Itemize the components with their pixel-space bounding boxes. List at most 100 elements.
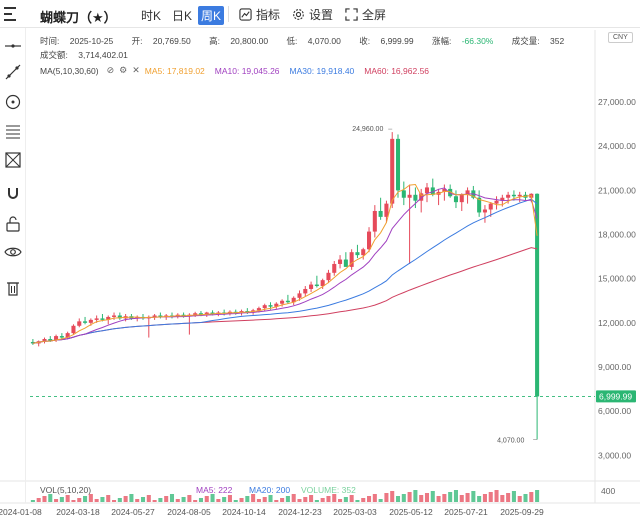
ma60-line: [32, 247, 538, 344]
volume-bar: [227, 495, 232, 502]
volume-label: VOL(5,10,20): [40, 485, 91, 495]
tab-week-k[interactable]: 周K: [198, 6, 225, 25]
magnet-tool[interactable]: [3, 184, 23, 204]
date-tick-label: 2025-09-29: [500, 507, 544, 517]
trend-line-tool[interactable]: [3, 62, 23, 82]
volume-bar: [193, 500, 198, 502]
volume-bar: [239, 498, 244, 502]
volume-bar: [314, 500, 319, 502]
fibonacci-tool[interactable]: [3, 122, 23, 142]
volume-bar: [477, 496, 482, 502]
volume-bar: [77, 498, 82, 502]
rectangle-tool[interactable]: [3, 150, 23, 170]
candle-body: [326, 272, 331, 281]
candle-body: [152, 315, 157, 317]
candle-body: [77, 321, 82, 326]
close-icon[interactable]: ✕: [132, 65, 140, 75]
volume-bar: [384, 493, 389, 502]
candle-body: [367, 231, 372, 250]
ma-label: MA(5,10,30,60): [40, 65, 99, 76]
volume-bar: [65, 495, 70, 502]
volume-bar: [233, 500, 238, 502]
horizontal-line-icon: [5, 44, 21, 48]
volume-bar: [146, 495, 151, 502]
price-tick-label: 12,000.00: [598, 318, 636, 328]
candle-body: [488, 203, 493, 210]
indicator-icon: [239, 8, 252, 21]
volume-bar: [83, 496, 88, 502]
volume-bar: [262, 497, 267, 502]
volume-bar: [291, 494, 296, 502]
volume-bar: [367, 496, 372, 502]
date-tick-label: 2025-05-12: [389, 507, 433, 517]
page-title: 蝴蝶刀（★）: [40, 10, 117, 25]
candle-body: [511, 194, 516, 197]
candle-body: [135, 316, 140, 319]
volume-bar: [413, 490, 418, 502]
volume-bar: [297, 499, 302, 502]
candle-body: [210, 312, 215, 314]
horizontal-line-tool[interactable]: [3, 36, 23, 56]
candle-body: [419, 193, 424, 201]
currency-button[interactable]: CNY: [608, 32, 633, 43]
visibility-tool[interactable]: [3, 242, 23, 262]
date-tick-label: 2024-03-18: [56, 507, 100, 517]
candle-body: [158, 315, 163, 317]
volume-bar: [372, 494, 377, 502]
open-label: 开:: [131, 36, 143, 46]
indicator-label: 指标: [256, 8, 281, 22]
ma60-value: MA60: 16,962.56: [364, 65, 430, 76]
date-tick-label: 2024-12-23: [278, 507, 322, 517]
candle-body: [65, 333, 70, 338]
settings-button[interactable]: 设置: [292, 6, 333, 23]
candle-body: [204, 312, 209, 315]
drawing-toolbar: [0, 28, 26, 503]
volume-bar: [303, 497, 308, 502]
fullscreen-button[interactable]: 全屏: [345, 6, 386, 23]
circle-tool[interactable]: [3, 92, 23, 112]
volume-bar: [42, 496, 47, 502]
volume-bar: [88, 494, 93, 502]
delete-tool[interactable]: [3, 278, 23, 298]
gear-icon[interactable]: ⚙: [119, 65, 128, 75]
volume-bar: [459, 495, 464, 502]
volume-bar: [320, 498, 325, 502]
candle-body: [355, 252, 360, 256]
time-value: 2025-10-25: [69, 36, 114, 46]
menu-icon[interactable]: [4, 7, 18, 21]
volume-bar: [471, 491, 476, 502]
candle-body: [71, 325, 76, 334]
volume-bar: [181, 497, 186, 502]
volume-ma5-label: MA5: 222: [196, 485, 233, 495]
candle-body: [343, 259, 348, 267]
tab-day-k[interactable]: 日K: [172, 9, 193, 23]
eye-off-icon[interactable]: ⊘: [106, 65, 115, 75]
lock-tool[interactable]: [3, 214, 23, 234]
volume-bar: [152, 500, 157, 502]
price-tick-label: 27,000.00: [598, 97, 636, 107]
volume-bar: [494, 490, 499, 502]
indicator-button[interactable]: 指标: [239, 6, 280, 23]
candle-body: [198, 313, 203, 315]
volume-bar: [343, 497, 348, 502]
volume-bar: [198, 498, 203, 502]
volume-bar: [100, 497, 105, 502]
volume-bar: [222, 497, 227, 502]
trend-line-icon: [5, 64, 21, 80]
candle-body: [30, 341, 35, 344]
low-annotation: 4,070.00: [497, 438, 524, 445]
volume-bar: [488, 492, 493, 502]
price-tick-label: 9,000.00: [598, 362, 631, 372]
tab-hour-k[interactable]: 时K: [141, 9, 162, 23]
volume-bar: [523, 494, 528, 502]
date-tick-label: 2024-01-08: [0, 507, 42, 517]
candle-body: [314, 284, 319, 287]
volume-bar: [256, 499, 261, 502]
low-label: 低:: [286, 36, 298, 46]
deals-value: 352: [550, 36, 565, 46]
volume-bar: [48, 494, 53, 502]
candle-body: [378, 210, 383, 217]
candle-body: [361, 249, 366, 256]
volume-bar: [442, 494, 447, 502]
